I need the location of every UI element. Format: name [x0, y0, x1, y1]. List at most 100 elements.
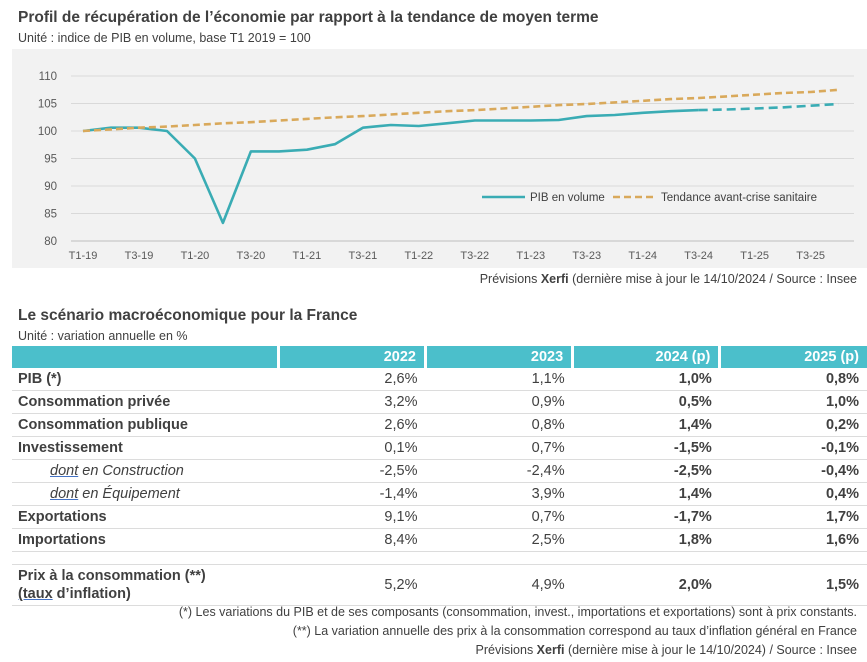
chart-source-prefix: Prévisions [479, 272, 541, 286]
cell-value: 0,9% [425, 390, 573, 414]
cell-value: 4,9% [425, 564, 573, 606]
y-tick-label: 100 [38, 126, 57, 138]
cell-value: 0,4% [719, 482, 867, 506]
cell-value: -0,4% [719, 459, 867, 483]
row-label: Investissement [12, 436, 279, 460]
header-2024: 2024 (p) [572, 346, 722, 368]
footnote-2: (**) La variation annuelle des prix à la… [292, 624, 857, 638]
table-source-suffix: (dernière mise à jour le 14/10/2024) / S… [564, 643, 857, 657]
legend-label-1: Tendance avant-crise sanitaire [661, 192, 817, 204]
row-label: Importations [12, 528, 279, 552]
cell-value: 9,1% [278, 505, 426, 529]
table-header-row: 2022 2023 2024 (p) 2025 (p) [12, 346, 867, 368]
x-tick-label: T3-22 [460, 250, 489, 262]
x-tick-label: T3-21 [348, 250, 377, 262]
row-label: PIB (*) [12, 368, 279, 391]
cell-value: 2,6% [278, 368, 426, 391]
cell-value: 2,0% [572, 564, 720, 606]
chart-source-suffix: (dernière mise à jour le 14/10/2024 / So… [568, 272, 857, 286]
x-tick-label: T1-24 [628, 250, 657, 262]
cell-value: -1,5% [572, 436, 720, 460]
header-2025: 2025 (p) [719, 346, 867, 368]
cell-value: -1,7% [572, 505, 720, 529]
cell-value: -2,4% [425, 459, 573, 483]
x-tick-label: T1-25 [740, 250, 769, 262]
table-source-prefix: Prévisions [475, 643, 537, 657]
x-tick-label: T3-23 [572, 250, 601, 262]
cell-value: 0,7% [425, 505, 573, 529]
row-label: Exportations [12, 505, 279, 529]
x-tick-label: T1-19 [69, 250, 98, 262]
table-spacer-row [12, 551, 867, 565]
cell-value: 1,8% [572, 528, 720, 552]
cell-value: 1,0% [572, 368, 720, 391]
x-tick-label: T1-21 [293, 250, 322, 262]
y-tick-label: 95 [44, 154, 57, 166]
cell-value: -0,1% [719, 436, 867, 460]
row-label-dont: dont [50, 463, 79, 479]
header-2022: 2022 [278, 346, 427, 368]
cell-value: 3,9% [425, 482, 573, 506]
table-row: Investissement 0,1% 0,7% -1,5% -0,1% [12, 436, 867, 460]
chart-title: Profil de récupération de l’économie par… [18, 9, 599, 26]
cell-value: 8,4% [278, 528, 426, 552]
cell-value: 3,2% [278, 390, 426, 414]
row-label-rest: en Construction [78, 463, 184, 479]
chart-subtitle: Unité : indice de PIB en volume, base T1… [18, 31, 311, 45]
chart-source-note: Prévisions Xerfi (dernière mise à jour l… [480, 272, 857, 286]
y-tick-label: 80 [44, 236, 57, 248]
cell-value: 1,4% [572, 482, 720, 506]
scenario-table: 2022 2023 2024 (p) 2025 (p) PIB (*) 2,6%… [12, 346, 867, 606]
x-tick-label: T1-23 [516, 250, 545, 262]
series-line-1 [698, 102, 839, 112]
cell-value: -2,5% [278, 459, 426, 483]
row-label: dont en Construction [12, 459, 279, 483]
x-tick-label: T3-19 [125, 250, 154, 262]
table-row: dont en Équipement -1,4% 3,9% 1,4% 0,4% [12, 482, 867, 506]
cell-value: 0,5% [572, 390, 720, 414]
row-label-dont: dont [50, 486, 79, 502]
cell-value: 0,7% [425, 436, 573, 460]
series-line-0 [82, 108, 699, 225]
header-blank [12, 346, 280, 368]
cell-value: 1,4% [572, 413, 720, 437]
scenario-title: Le scénario macroéconomique pour la Fran… [18, 307, 358, 324]
cell-value: 5,2% [278, 564, 426, 606]
cell-value: -2,5% [572, 459, 720, 483]
cell-value: -1,4% [278, 482, 426, 506]
row-label-rest: en Équipement [78, 486, 180, 502]
footnote-1: (*) Les variations du PIB et de ses comp… [178, 605, 857, 619]
cell-value: 1,6% [719, 528, 867, 552]
table-row: Exportations 9,1% 0,7% -1,7% 1,7% [12, 505, 867, 529]
cell-value: 0,8% [425, 413, 573, 437]
table-row: PIB (*) 2,6% 1,1% 1,0% 0,8% [12, 368, 867, 391]
table-source-brand: Xerfi [536, 643, 565, 657]
x-tick-label: T3-20 [237, 250, 266, 262]
row-label-line2-rest: d’inflation) [52, 586, 131, 602]
scenario-unit: Unité : variation annuelle en % [18, 329, 188, 343]
y-tick-label: 90 [44, 181, 57, 193]
table-row: Consommation privée 3,2% 0,9% 0,5% 1,0% [12, 390, 867, 414]
line-chart: 80 85 90 95 100 105 110 T1-19 T3-19 T1-20 T3-20 T1-… [12, 49, 867, 268]
row-label: dont en Équipement [12, 482, 279, 506]
cell-value: 0,8% [719, 368, 867, 391]
table-row: dont en Construction -2,5% -2,4% -2,5% -… [12, 459, 867, 483]
cell-value: 1,1% [425, 368, 573, 391]
y-tick-label: 105 [38, 99, 57, 111]
chart-source-brand: Xerfi [540, 272, 569, 286]
y-tick-label: 110 [39, 71, 57, 83]
chart-area: 80 85 90 95 100 105 110 T1-19 T3-19 T1-20 T3-20 T1-… [12, 49, 867, 268]
table-source-note: Prévisions Xerfi (dernière mise à jour l… [476, 643, 857, 657]
cell-value: 0,2% [719, 413, 867, 437]
x-tick-label: T3-24 [684, 250, 713, 262]
row-label-taux: (taux [18, 586, 53, 602]
row-label-line1: Prix à la consommation (**) [18, 568, 206, 584]
row-label: Consommation privée [12, 390, 279, 414]
series-line-2 [82, 88, 839, 133]
cell-value: 0,1% [278, 436, 426, 460]
x-tick-label: T1-20 [181, 250, 210, 262]
cell-value: 2,5% [425, 528, 573, 552]
x-tick-label: T1-22 [404, 250, 433, 262]
row-label: Consommation publique [12, 413, 279, 437]
table-row: Prix à la consommation (**) (taux d’infla… [12, 564, 867, 606]
